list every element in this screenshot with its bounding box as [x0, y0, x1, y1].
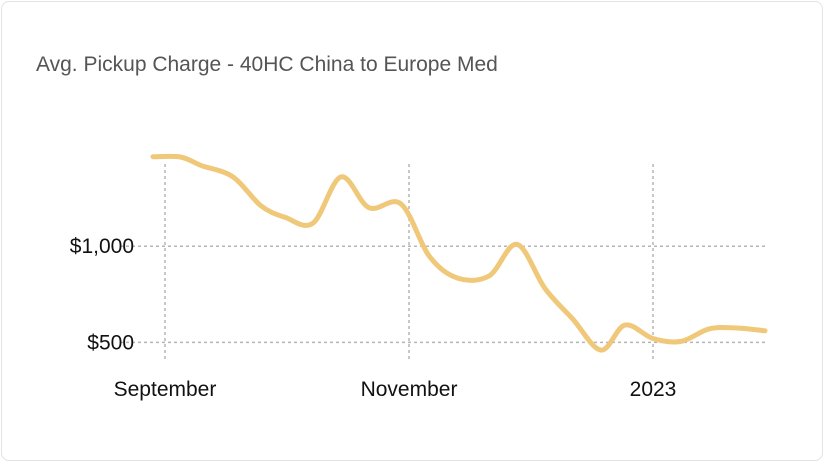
series-line — [150, 153, 768, 353]
x-tick-label: 2023 — [630, 378, 677, 401]
x-tick-label: September — [114, 378, 217, 401]
tick-labels: $500 $1,000 September November 2023 — [70, 235, 677, 401]
grid-lines — [120, 164, 765, 362]
chart-title: Avg. Pickup Charge - 40HC China to Europ… — [36, 53, 498, 76]
y-tick-label: $500 — [87, 331, 134, 354]
x-tick-label: November — [361, 378, 458, 401]
y-tick-label: $1,000 — [70, 235, 134, 258]
series-layer — [150, 153, 768, 353]
